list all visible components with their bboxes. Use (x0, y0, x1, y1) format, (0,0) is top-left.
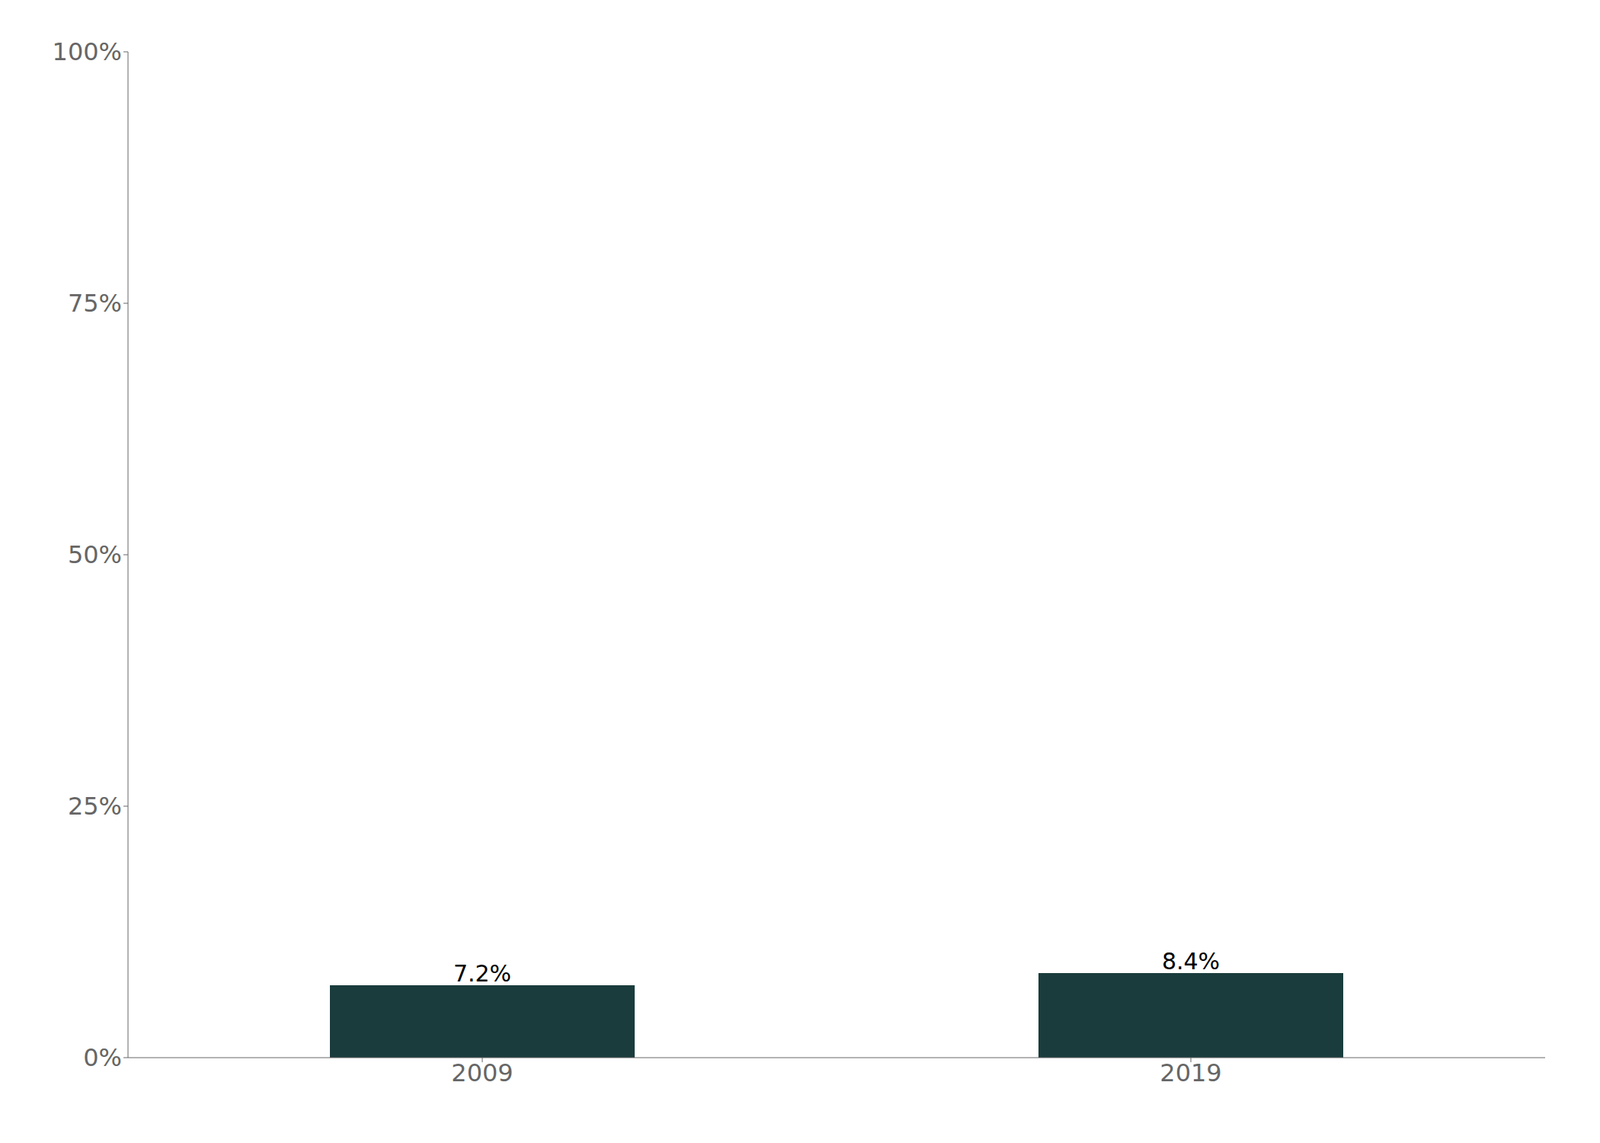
svg-text:25%: 25% (67, 791, 122, 821)
svg-text:100%: 100% (52, 37, 122, 67)
svg-text:2019: 2019 (1159, 1058, 1222, 1088)
svg-text:8.4%: 8.4% (1161, 947, 1220, 975)
svg-text:75%: 75% (67, 288, 122, 318)
svg-text:2009: 2009 (451, 1058, 513, 1088)
svg-text:50%: 50% (67, 540, 122, 570)
svg-text:0%: 0% (83, 1043, 122, 1072)
svg-text:7.2%: 7.2% (453, 960, 512, 987)
